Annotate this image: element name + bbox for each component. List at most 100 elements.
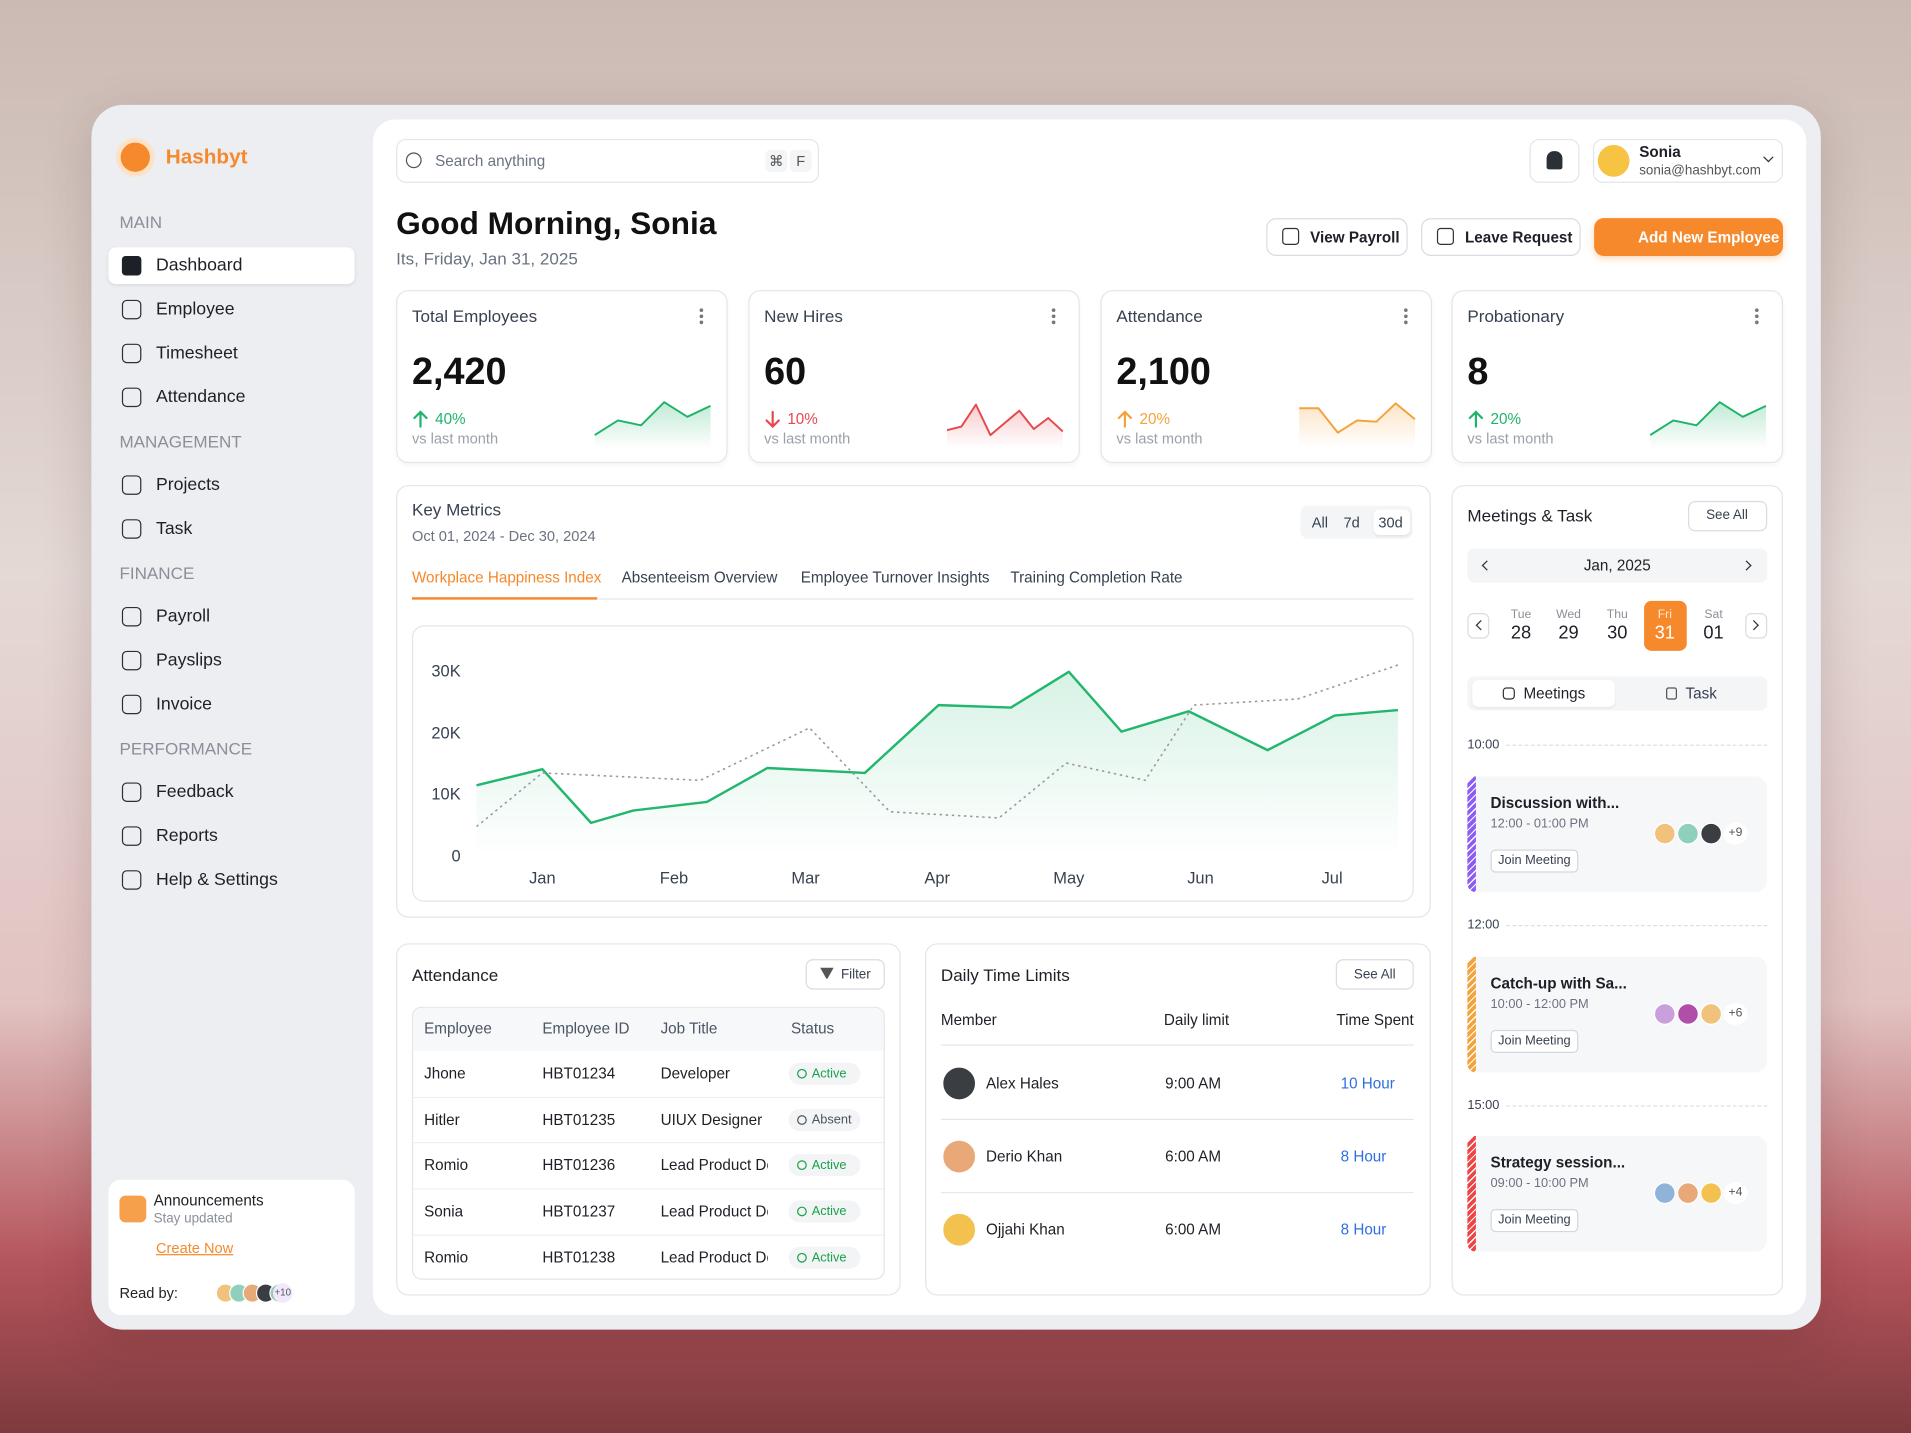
nav-icon [121, 782, 142, 802]
menu-dot [1404, 314, 1408, 319]
attendee-more [1723, 1182, 1748, 1205]
metric-tab[interactable]: Absenteeism Overview [621, 569, 778, 587]
nav-item[interactable] [108, 818, 354, 855]
row-divider [940, 1118, 1414, 1121]
filter-option[interactable] [1373, 509, 1411, 536]
read-by-label: Read by: [119, 1284, 178, 1302]
join-button-label: Join Meeting [1498, 853, 1571, 868]
job-title: Lead Product De [660, 1248, 768, 1267]
stat-change: 40% [435, 410, 466, 428]
greeting-title: Good Morning, Sonia [396, 204, 717, 242]
column-header: Daily limit [1163, 1011, 1230, 1029]
nav-item[interactable] [108, 247, 355, 284]
nav-item[interactable] [108, 467, 354, 504]
attendee-more-count: +9 [1728, 826, 1743, 840]
nav-item[interactable] [108, 686, 354, 723]
row-divider [940, 1191, 1414, 1194]
attendee-avatar [1653, 1003, 1676, 1025]
create-now-link[interactable]: Create Now [156, 1239, 234, 1257]
nav-item[interactable] [108, 598, 354, 635]
employee-name: Hitler [424, 1111, 460, 1129]
action-button[interactable] [1594, 218, 1784, 256]
avatar-more-count: +10 [274, 1287, 292, 1298]
table-header: Status [790, 1020, 835, 1038]
status-icon [797, 1252, 807, 1263]
employee-id: HBT01235 [542, 1111, 616, 1129]
employee-id: HBT01238 [542, 1248, 616, 1267]
attendee-avatar [1677, 1003, 1699, 1025]
day-cell[interactable] [1644, 600, 1687, 651]
nav-item[interactable] [108, 511, 354, 548]
x-tick-label: Jul [1321, 868, 1343, 888]
meeting-title: Catch-up with Sa... [1490, 975, 1627, 993]
nav-item[interactable] [108, 642, 354, 679]
attendee-more [1723, 822, 1748, 845]
tab-icon [1502, 687, 1515, 700]
metric-tab[interactable]: Employee Turnover Insights [800, 569, 990, 587]
join-button-label: Join Meeting [1498, 1212, 1571, 1228]
meeting-time: 12:00 - 01:00 PM [1490, 816, 1589, 832]
row-divider [413, 1142, 884, 1144]
view-tab[interactable]: Task [1685, 684, 1717, 702]
row-divider [413, 1188, 884, 1190]
notification-button[interactable] [1529, 138, 1580, 183]
y-tick-label: 20K [431, 723, 461, 742]
employee-name: Romio [424, 1248, 469, 1267]
action-icon [1436, 227, 1454, 245]
member-avatar [942, 1212, 977, 1247]
stat-value: 60 [764, 349, 807, 393]
action-button[interactable] [1266, 218, 1408, 256]
x-tick-label: Mar [791, 868, 820, 888]
section-title: MANAGEMENT [119, 431, 242, 451]
action-icon [1282, 227, 1300, 245]
stat-card [396, 290, 728, 464]
announcement-icon [119, 1195, 147, 1223]
view-tab[interactable]: Meetings [1523, 684, 1586, 702]
search-box[interactable] [396, 138, 819, 183]
nav-icon [121, 694, 142, 715]
view-tab-active[interactable] [1472, 680, 1615, 707]
prev-days[interactable] [1467, 613, 1490, 639]
nav-icon [121, 475, 142, 495]
employee-name: Sonia [424, 1203, 464, 1221]
day-of-week: Wed [1556, 608, 1581, 622]
join-button[interactable] [1490, 1209, 1579, 1233]
attendee-avatar [1700, 1182, 1723, 1205]
member-name: Ojjahi Khan [985, 1221, 1065, 1239]
time-line [1506, 925, 1768, 927]
day-of-week: Sat [1704, 608, 1723, 622]
search-icon [405, 152, 422, 169]
nav-label: Attendance [156, 387, 246, 408]
status-icon [797, 1160, 807, 1171]
job-title: Lead Product De [660, 1157, 768, 1175]
employee-name: Jhone [424, 1065, 466, 1083]
join-button[interactable] [1490, 849, 1579, 873]
job-title: Developer [660, 1065, 731, 1083]
nav-label: Reports [156, 826, 218, 846]
join-button[interactable] [1490, 1029, 1579, 1053]
stat-value: 2,100 [1116, 349, 1211, 393]
employee-id: HBT01236 [542, 1157, 616, 1175]
see-all-button[interactable] [1335, 959, 1414, 990]
announcement-subtitle: Stay updated [153, 1211, 233, 1227]
next-days[interactable] [1745, 613, 1768, 639]
x-tick-label: Jan [529, 868, 556, 888]
user-menu[interactable] [1592, 138, 1784, 183]
stat-card [748, 290, 1080, 464]
attendee-avatar [1700, 1003, 1723, 1025]
active-tab-underline [411, 597, 598, 600]
filter-button[interactable] [805, 959, 885, 990]
metric-tab[interactable]: Workplace Happiness Index [411, 569, 602, 587]
avatar-more [273, 1283, 293, 1303]
time-slot: 10:00 [1467, 737, 1500, 752]
meetings-title: Meetings & Task [1467, 505, 1593, 526]
see-all-button[interactable] [1687, 500, 1768, 532]
action-button[interactable] [1421, 218, 1581, 256]
member-name: Alex Hales [985, 1074, 1059, 1092]
stat-note: vs last month [1116, 430, 1203, 448]
metric-tab[interactable]: Training Completion Rate [1010, 569, 1183, 587]
chart-frame [411, 625, 1414, 902]
logo [115, 137, 155, 177]
nav-icon [121, 387, 142, 408]
